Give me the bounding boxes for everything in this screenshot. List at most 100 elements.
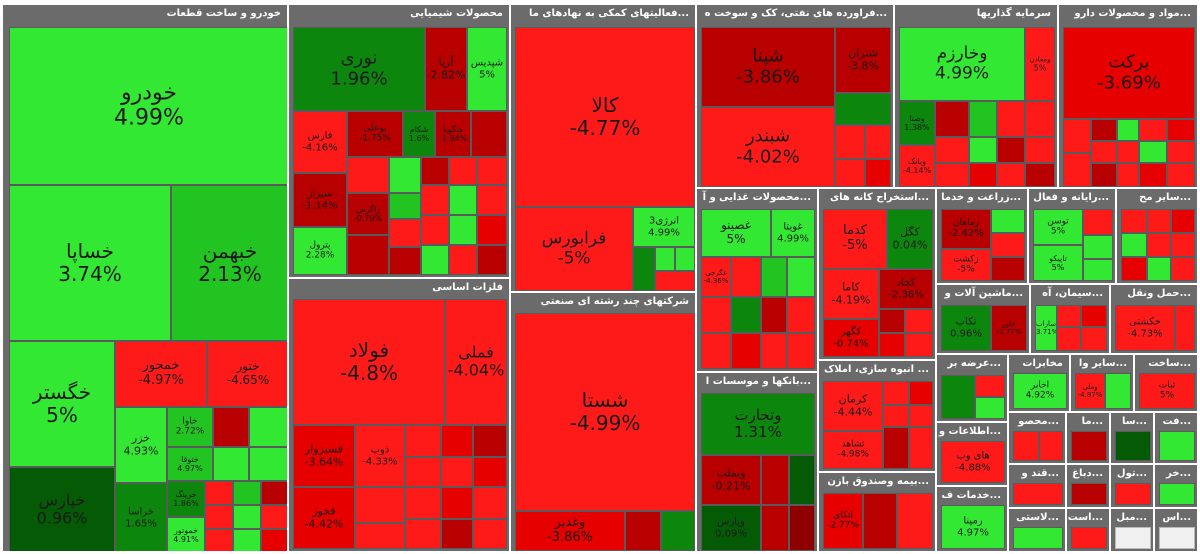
stock-tile-small-78[interactable] (1167, 141, 1195, 163)
stock-tile-boali[interactable]: بوعلی -1.75% (347, 111, 403, 157)
stock-tile-small-10[interactable] (261, 505, 287, 529)
stock-tile-small-75[interactable] (1091, 141, 1117, 163)
stock-tile-small-1[interactable] (213, 407, 249, 447)
stock-tile-small-4[interactable] (249, 447, 287, 481)
stock-tile-small-88[interactable] (731, 297, 761, 333)
stock-tile-vasana[interactable]: وصنا 1.38% (899, 101, 935, 145)
stock-tile-khazar[interactable]: خزر 4.93% (115, 407, 167, 483)
stock-tile-fameli[interactable]: فملی -4.04% (445, 299, 507, 425)
stock-tile-small-68[interactable] (997, 163, 1025, 187)
stock-tile-vapars[interactable]: وپارس 0.09% (701, 505, 761, 551)
stock-tile-small-71[interactable] (1091, 119, 1117, 141)
stock-tile-small-137[interactable] (1071, 431, 1107, 461)
stock-tile-small-89[interactable] (761, 297, 787, 333)
stock-tile-small-11[interactable] (205, 529, 233, 551)
stock-tile-small-22[interactable] (389, 219, 421, 247)
stock-tile-small-61[interactable] (1025, 101, 1055, 137)
stock-tile-sarab[interactable]: ساراب 3.71% (1035, 305, 1057, 351)
stock-tile-small-146[interactable] (1115, 527, 1151, 549)
stock-tile-small-83[interactable] (1167, 163, 1195, 187)
stock-tile-small-49[interactable] (675, 247, 695, 271)
stock-tile-small-56[interactable] (835, 159, 865, 187)
stock-tile-small-73[interactable] (1139, 119, 1167, 141)
stock-tile-small-51[interactable] (625, 511, 661, 551)
stock-tile-akhaber[interactable]: اخابر 4.92% (1013, 373, 1067, 409)
stock-tile-small-123[interactable] (883, 381, 909, 405)
stock-tile-small-23[interactable] (389, 247, 421, 275)
stock-tile-small-134[interactable] (1105, 373, 1131, 409)
stock-tile-fasabzevar[interactable]: فسبزوار -3.64% (293, 425, 355, 487)
stock-tile-kama[interactable]: کاما -4.19% (823, 269, 879, 319)
stock-tile-small-19[interactable] (449, 157, 477, 185)
stock-tile-small-18[interactable] (421, 157, 449, 185)
stock-tile-small-50[interactable] (655, 271, 695, 291)
stock-tile-small-111[interactable] (1121, 257, 1147, 281)
stock-tile-small-43[interactable] (473, 487, 507, 519)
stock-tile-small-102[interactable] (1083, 209, 1113, 235)
stock-tile-vakharazm[interactable]: وخارزم 4.99% (899, 27, 1025, 101)
stock-tile-fakhooz[interactable]: فخوز -4.42% (293, 487, 355, 549)
stock-tile-small-37[interactable] (473, 425, 507, 457)
stock-tile-tekab[interactable]: تکاب 0.96% (941, 305, 991, 351)
stock-tile-aria[interactable]: آریا -2.82% (425, 27, 467, 111)
stock-tile-hakeshti[interactable]: حکشتی -4.73% (1115, 305, 1175, 351)
stock-tile-small-145[interactable] (1071, 527, 1107, 549)
stock-tile-small-40[interactable] (473, 457, 507, 487)
stock-tile-small-74[interactable] (1167, 119, 1195, 141)
stock-tile-zagros[interactable]: زاگرس -0.79% (347, 193, 389, 235)
stock-tile-rampana[interactable]: رمپنا 4.97% (941, 505, 1005, 549)
stock-tile-small-62[interactable] (935, 137, 969, 163)
stock-tile-khtooqa[interactable]: ختوقا 4.97% (167, 447, 213, 481)
stock-tile-khava[interactable]: خاوا 2.72% (167, 407, 213, 447)
stock-tile-shepna[interactable]: شپنا -3.86% (701, 27, 835, 107)
stock-tile-small-76[interactable] (1117, 141, 1139, 163)
stock-tile-small-95[interactable] (879, 309, 905, 333)
stock-tile-small-101[interactable] (991, 257, 1025, 281)
stock-tile-small-138[interactable] (1115, 431, 1151, 461)
stock-tile-small-44[interactable] (405, 519, 441, 549)
stock-tile-small-92[interactable] (731, 333, 761, 369)
stock-tile-small-108[interactable] (1121, 233, 1147, 257)
stock-tile-small-94[interactable] (787, 333, 815, 369)
stock-tile-small-12[interactable] (233, 529, 261, 551)
stock-tile-small-110[interactable] (1171, 233, 1195, 257)
stock-tile-small-113[interactable] (1171, 257, 1195, 281)
stock-tile-small-84[interactable] (731, 257, 761, 297)
stock-tile-khsapa[interactable]: خساپا 3.74% (9, 185, 171, 341)
stock-tile-shekam[interactable]: شکام 1.6% (403, 111, 435, 157)
stock-tile-ghasino[interactable]: غصینو 5% (701, 209, 771, 257)
stock-tile-small-141[interactable] (1071, 483, 1107, 505)
stock-tile-small-97[interactable] (879, 333, 905, 357)
stock-tile-small-6[interactable] (233, 481, 261, 505)
stock-tile-small-24[interactable] (421, 185, 449, 215)
stock-tile-shasta[interactable]: شستا -4.99% (515, 313, 695, 511)
stock-tile-small-107[interactable] (1171, 209, 1195, 233)
stock-tile-small-69[interactable] (1025, 163, 1055, 187)
stock-tile-shetran[interactable]: شتران -3.8% (835, 27, 891, 93)
stock-tile-tapiko[interactable]: تاپیکو 5% (1033, 245, 1083, 281)
stock-tile-zakesht[interactable]: زکشت -5% (941, 249, 991, 281)
stock-tile-small-3[interactable] (213, 447, 249, 481)
stock-tile-small-90[interactable] (787, 297, 815, 333)
stock-tile-small-77[interactable] (1139, 141, 1167, 163)
stock-tile-small-59[interactable] (969, 101, 997, 137)
stock-tile-small-79[interactable] (1063, 153, 1091, 187)
stock-tile-small-52[interactable] (661, 511, 695, 551)
stock-tile-small-48[interactable] (655, 247, 675, 271)
stock-tile-small-91[interactable] (701, 333, 731, 369)
stock-tile-small-2[interactable] (249, 407, 287, 447)
stock-tile-small-133[interactable] (975, 397, 1005, 419)
stock-tile-small-93[interactable] (761, 333, 787, 369)
stock-tile-small-15[interactable] (347, 157, 389, 193)
stock-tile-zamahan[interactable]: زماهان -2.42% (941, 209, 991, 249)
stock-tile-small-82[interactable] (1139, 163, 1167, 187)
stock-tile-small-70[interactable] (1063, 119, 1091, 153)
stock-tile-small-33[interactable] (355, 487, 405, 523)
stock-tile-khavar[interactable]: خاور -1.77% (991, 305, 1027, 351)
stock-tile-small-98[interactable] (905, 333, 933, 357)
stock-tile-small-54[interactable] (835, 125, 865, 159)
stock-tile-small-80[interactable] (1091, 163, 1117, 187)
stock-tile-small-20[interactable] (477, 157, 507, 185)
stock-tile-small-127[interactable] (883, 427, 909, 469)
stock-tile-small-17[interactable] (389, 157, 421, 193)
